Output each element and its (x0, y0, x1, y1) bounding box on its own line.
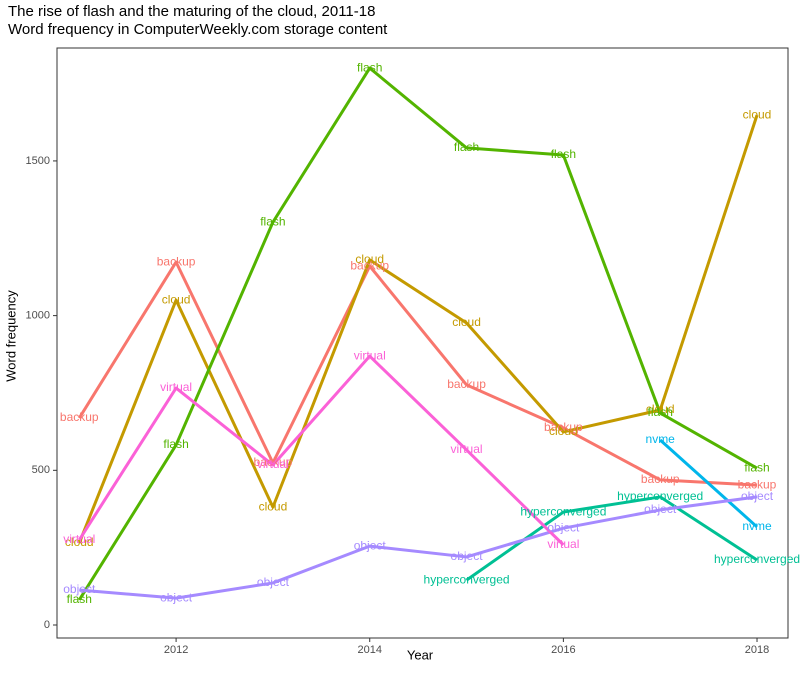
point-label: cloud (259, 499, 288, 513)
point-label: backup (350, 258, 389, 272)
point-label: object (741, 489, 774, 503)
point-label: cloud (549, 424, 578, 438)
line (77, 114, 759, 544)
y-tick-label: 1500 (26, 155, 50, 167)
point-label: object (63, 582, 96, 596)
point-label: object (644, 502, 677, 516)
point-label: hyperconverged (424, 572, 510, 586)
line (465, 495, 758, 582)
point-label: hyperconverged (617, 489, 703, 503)
point-label: backup (544, 420, 583, 434)
point-label: flash (454, 140, 479, 154)
point-label: hyperconverged (714, 552, 800, 566)
point-label: virtual (160, 380, 192, 394)
y-tick-label: 0 (44, 619, 50, 631)
point-label: backup (447, 377, 486, 391)
x-tick-label: 2014 (357, 644, 381, 656)
point-label: virtual (257, 457, 289, 471)
point-label: flash (357, 60, 382, 74)
point-label: flash (744, 460, 769, 474)
point-label: cloud (452, 315, 481, 329)
point-label: flash (648, 405, 673, 419)
line (77, 66, 758, 601)
point-label: nvme (742, 519, 772, 533)
y-tick-label: 1000 (26, 310, 50, 322)
point-label: backup (641, 472, 680, 486)
point-label: object (547, 520, 580, 534)
point-label: cloud (646, 402, 675, 416)
x-tick-label: 2018 (745, 644, 769, 656)
line (79, 495, 758, 600)
point-label: nvme (646, 432, 676, 446)
chart-subtitle: Word frequency in ComputerWeekly.com sto… (8, 21, 388, 38)
plot-panel (56, 47, 789, 639)
point-label: backup (157, 254, 196, 268)
point-label: cloud (162, 292, 191, 306)
x-axis-label: Year (407, 647, 434, 662)
chart-title: The rise of flash and the maturing of th… (8, 3, 375, 20)
point-label: object (160, 590, 193, 604)
point-label: object (451, 549, 484, 563)
point-label: object (354, 538, 387, 552)
y-axis-label: Word frequency (3, 290, 18, 382)
point-label: cloud (743, 107, 772, 121)
point-label: flash (260, 214, 285, 228)
point-label: flash (551, 147, 576, 161)
point-label: hyperconverged (520, 504, 606, 518)
point-label: backup (254, 455, 293, 469)
point-label: virtual (547, 537, 579, 551)
point-label: virtual (451, 442, 483, 456)
point-label: object (257, 575, 290, 589)
point-label: backup (738, 477, 777, 491)
point-label: virtual (354, 348, 386, 362)
line (659, 438, 759, 529)
point-label: cloud (355, 252, 384, 266)
point-label: virtual (63, 532, 95, 546)
point-label: cloud (65, 535, 94, 549)
y-tick-label: 500 (32, 464, 50, 476)
point-label: flash (163, 437, 188, 451)
line (78, 354, 565, 546)
point-label: flash (67, 592, 92, 606)
point-label: backup (60, 410, 99, 424)
line (77, 260, 758, 487)
x-tick-label: 2016 (551, 644, 575, 656)
x-tick-label: 2012 (164, 644, 188, 656)
